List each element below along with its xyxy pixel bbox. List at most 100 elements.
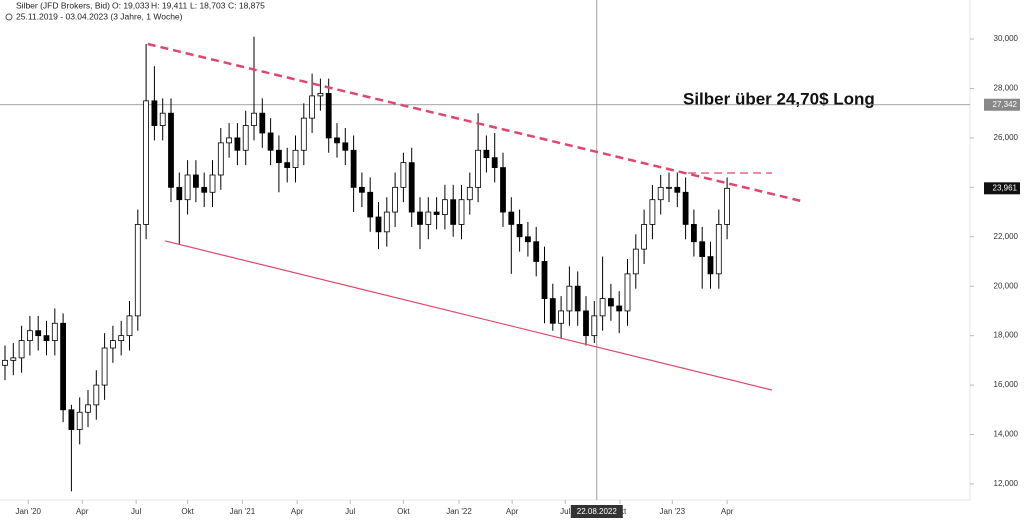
candle-body <box>300 117 307 151</box>
candle-body <box>417 211 423 225</box>
candle-body <box>159 112 166 126</box>
candle-body <box>317 93 324 97</box>
candle-body <box>491 157 498 168</box>
y-tick-label: 22,000 <box>994 232 1019 241</box>
candle-body <box>10 357 17 361</box>
x-tick-label: Okt <box>397 507 410 516</box>
x-tick-label: Apr <box>721 507 734 516</box>
candle-body <box>657 186 664 201</box>
y-tick-label: 20,000 <box>994 281 1019 290</box>
candle-body <box>168 112 174 188</box>
candle-body <box>68 409 75 430</box>
date-range: 25.11.2019 - 03.04.2023 (3 Jahre, 1 Woch… <box>16 11 183 21</box>
candle-body <box>367 191 374 218</box>
candle-body <box>724 187 730 225</box>
y-tick-label: 28,000 <box>994 84 1019 93</box>
candle-body <box>284 162 291 168</box>
candle-body <box>26 330 33 341</box>
candle-body <box>85 404 91 413</box>
x-tick-label: Jul <box>131 507 141 516</box>
candle-body <box>516 224 523 238</box>
symbol: Silber (JFD Brokers, Bid) <box>16 0 110 10</box>
candle-body <box>217 142 224 176</box>
candle-body <box>475 149 482 188</box>
candle-body <box>51 322 58 341</box>
candle-body <box>641 224 647 250</box>
candle-body <box>525 236 531 243</box>
candle-body <box>375 216 382 233</box>
candle-body <box>691 224 697 243</box>
candle-body <box>60 322 66 411</box>
candle-body <box>533 241 540 262</box>
candle-body <box>292 149 299 168</box>
candle-body <box>649 199 656 225</box>
price-tag: 23,961 <box>993 183 1018 192</box>
price-tag: 27,342 <box>993 100 1018 109</box>
candle-body <box>184 174 191 201</box>
x-tick-label: Okt <box>181 507 194 516</box>
candle-body <box>450 199 457 225</box>
y-tick-label: 26,000 <box>994 133 1019 142</box>
candle-body <box>143 100 150 225</box>
crosshair-tag: 22.08.2022 <box>577 507 618 516</box>
candle-body <box>18 340 25 359</box>
clock-icon <box>5 13 13 21</box>
candle-body <box>583 310 589 337</box>
candle-body <box>707 256 714 275</box>
candle-body <box>176 186 183 201</box>
x-tick-label: Jan '21 <box>230 507 256 516</box>
candle-body <box>458 199 465 225</box>
candle-body <box>400 162 407 188</box>
x-tick-label: Jan '20 <box>15 507 41 516</box>
candle-body <box>666 186 672 189</box>
candle-body <box>715 224 722 275</box>
candle-body <box>192 174 199 188</box>
candle-body <box>350 149 357 188</box>
candle-body <box>325 93 332 139</box>
candle-body <box>267 132 274 151</box>
candle-body <box>699 241 706 257</box>
x-tick-label: Jan '22 <box>446 507 472 516</box>
candle-body <box>574 285 581 312</box>
candle-body <box>226 137 233 144</box>
price-tag-box <box>984 182 1020 195</box>
candle-body <box>591 315 598 337</box>
y-tick-label: 14,000 <box>994 430 1019 439</box>
y-tick-label: 30,000 <box>994 34 1019 43</box>
y-tick-label: 16,000 <box>994 380 1019 389</box>
candle-body <box>408 162 415 213</box>
candle-body <box>101 347 108 386</box>
candle-body <box>466 186 473 201</box>
x-tick-label: Apr <box>291 507 304 516</box>
candle-body <box>558 310 564 324</box>
candle-body <box>201 186 208 193</box>
candle-body <box>234 137 241 151</box>
candle-body <box>608 298 614 307</box>
candle-body <box>632 248 639 275</box>
candle-body <box>110 340 116 349</box>
candle-body <box>126 315 133 337</box>
x-tick-label: Apr <box>506 507 519 516</box>
crosshair-tag-box <box>570 505 623 518</box>
candle-body <box>151 100 158 126</box>
ohlc-high: H: 19,411 <box>151 0 188 10</box>
candle-body <box>682 191 689 225</box>
candle-body <box>275 149 282 164</box>
candle-body <box>2 359 8 366</box>
x-tick-label: Jan '23 <box>660 507 686 516</box>
candle-body <box>392 186 399 213</box>
candle-body <box>93 384 100 406</box>
candle-body <box>433 211 440 215</box>
trend-line <box>165 240 773 391</box>
x-tick-label: Jul <box>560 507 570 516</box>
candle-body <box>242 125 249 151</box>
candle-body <box>483 149 490 159</box>
x-tick-label: Jul <box>345 507 355 516</box>
candle-body <box>599 298 606 317</box>
candle-body <box>624 273 631 312</box>
trend-line <box>147 42 806 204</box>
candle-body <box>549 298 556 324</box>
candle-body <box>209 174 216 193</box>
candle-body <box>134 224 141 317</box>
